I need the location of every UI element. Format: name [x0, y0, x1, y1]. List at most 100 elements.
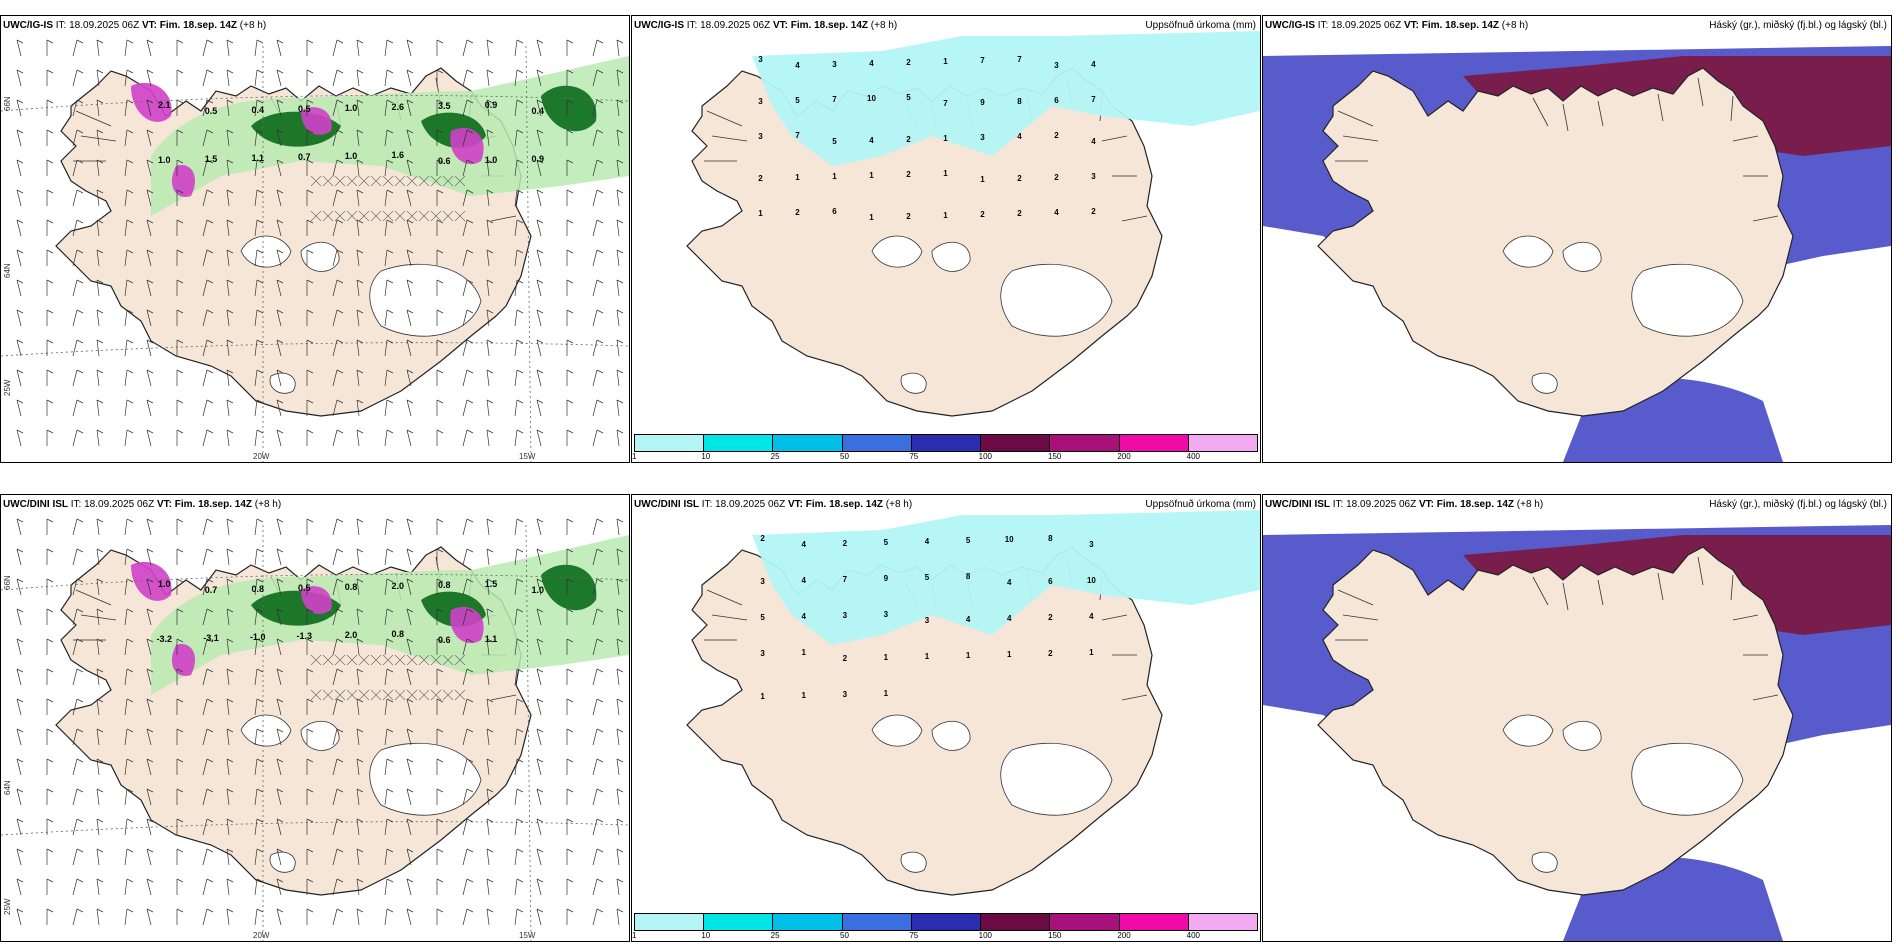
barb-staff — [146, 638, 152, 656]
value-label: 8 — [1017, 97, 1022, 106]
lat-label-64: 64N — [3, 263, 12, 278]
barb-staff — [96, 668, 100, 686]
barb-flag — [536, 548, 544, 553]
barb-flag — [176, 578, 184, 583]
wind-barb — [176, 99, 184, 116]
barb-flag — [226, 369, 234, 374]
barb-flag — [436, 39, 444, 44]
barb-flag — [596, 309, 604, 314]
wind-barb — [72, 69, 84, 87]
intense-precip-cores — [131, 561, 484, 676]
wind-barb — [124, 39, 134, 57]
wind-barb — [436, 189, 444, 206]
wind-barb — [202, 728, 214, 746]
barb-flag — [486, 878, 494, 883]
panel-variable-title: Uppsöfnuð úrkoma (mm) — [1145, 499, 1256, 510]
barb-staff — [406, 878, 412, 896]
graticule — [1, 524, 629, 941]
wind-barb — [436, 309, 444, 326]
barb-flag — [466, 249, 474, 254]
barb-flag — [126, 399, 134, 404]
barb-flag — [206, 99, 214, 104]
barb-staff — [332, 249, 338, 267]
barb-flag — [276, 219, 284, 224]
barb-flag — [16, 578, 24, 583]
barb-flag — [76, 758, 84, 763]
wind-barb — [306, 788, 314, 805]
value-label: 1.0 — [158, 155, 171, 165]
value-label: 2 — [1017, 209, 1022, 218]
barb-flag — [276, 399, 284, 404]
barb-flag — [256, 279, 264, 284]
hatch-mark — [394, 175, 406, 187]
barb-staff — [616, 668, 620, 686]
barb-flag — [76, 548, 84, 553]
barb-staff — [514, 548, 518, 566]
value-label: 10 — [867, 94, 876, 103]
barb-flag — [46, 399, 54, 404]
wind-barb — [406, 548, 414, 566]
wind-barb — [46, 668, 54, 685]
wind-barb — [202, 159, 214, 177]
barb-flag — [276, 818, 284, 823]
wind-barb — [96, 249, 104, 267]
wind-barb — [566, 249, 574, 266]
barb-flag — [206, 758, 214, 763]
colorbar-tick-label: 200 — [1117, 931, 1131, 940]
barb-staff — [536, 848, 542, 866]
barb-staff — [616, 878, 620, 896]
barb-flag — [176, 548, 184, 553]
wind-barb — [146, 638, 154, 656]
wind-barb — [124, 608, 134, 626]
barb-staff — [124, 39, 128, 57]
barb-flag — [16, 638, 24, 643]
wind-barb — [96, 908, 104, 926]
barb-flag — [306, 848, 314, 853]
barb-flag — [176, 638, 184, 643]
base-map — [1317, 67, 1794, 417]
barb-staff — [486, 608, 490, 626]
barb-flag — [206, 668, 214, 673]
wind-barb — [592, 189, 604, 207]
wind-barb — [96, 578, 104, 596]
barb-staff — [16, 788, 22, 806]
barb-flag — [516, 369, 524, 374]
base-map — [686, 67, 1163, 417]
barb-staff — [254, 668, 258, 686]
barb-flag — [406, 219, 414, 224]
barb-flag — [176, 369, 184, 374]
hatch-mark — [346, 210, 358, 222]
barb-flag — [486, 369, 494, 374]
barb-flag — [16, 698, 24, 703]
barb-staff — [72, 848, 78, 866]
barb-flag — [146, 189, 154, 194]
value-label: 4 — [869, 59, 874, 68]
wind-barb — [536, 818, 544, 836]
barb-flag — [616, 548, 624, 553]
barb-staff — [486, 159, 490, 177]
wind-barb — [332, 878, 344, 896]
wind-barb — [46, 758, 54, 775]
value-label: 4 — [1017, 132, 1022, 141]
barb-flag — [76, 908, 84, 913]
wind-barb — [46, 249, 54, 266]
barb-flag — [386, 129, 394, 134]
value-label: 2 — [1054, 131, 1059, 140]
value-label: 3 — [1091, 172, 1096, 181]
barb-staff — [202, 219, 208, 237]
barb-flag — [126, 878, 134, 883]
value-label: 3.5 — [438, 101, 451, 111]
colorbar-tick-label: 75 — [909, 452, 919, 461]
wind-barb — [384, 279, 394, 297]
barb-staff — [332, 369, 338, 387]
wind-barb — [96, 668, 104, 686]
value-label: 2 — [906, 212, 911, 221]
wind-barb — [276, 638, 284, 656]
barb-flag — [226, 848, 234, 853]
barb-staff — [226, 728, 230, 746]
barb-flag — [616, 668, 624, 673]
wind-barb — [16, 69, 24, 87]
wind-barb — [96, 518, 104, 536]
wind-barb — [356, 219, 364, 237]
barb-flag — [256, 249, 264, 254]
